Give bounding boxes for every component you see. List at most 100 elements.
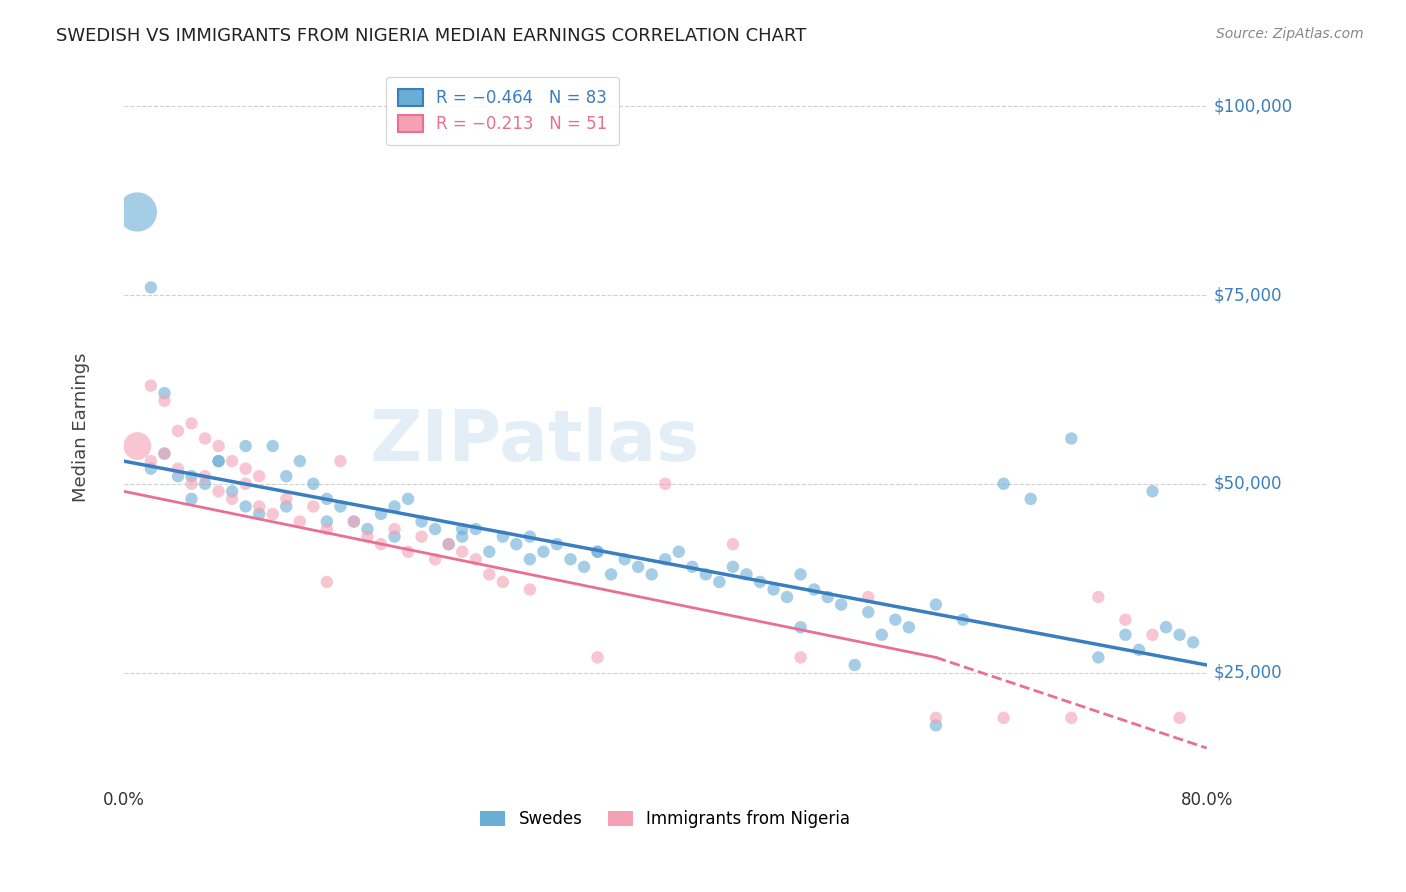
Point <box>925 598 948 612</box>
Point <box>262 507 284 521</box>
Point <box>519 582 541 597</box>
Point <box>478 545 501 559</box>
Point <box>302 476 325 491</box>
Point <box>546 537 568 551</box>
Point <box>572 559 595 574</box>
Point <box>356 522 378 536</box>
Text: $50,000: $50,000 <box>1213 475 1282 492</box>
Point <box>396 491 419 506</box>
Point <box>492 530 515 544</box>
Point <box>586 545 609 559</box>
Point <box>329 500 352 514</box>
Point <box>423 522 446 536</box>
Point <box>411 530 433 544</box>
Point <box>681 559 703 574</box>
Point <box>993 476 1015 491</box>
Point <box>776 590 799 604</box>
Point <box>1142 484 1164 499</box>
Point <box>315 522 337 536</box>
Text: $100,000: $100,000 <box>1213 97 1292 115</box>
Point <box>1142 628 1164 642</box>
Point <box>221 491 243 506</box>
Point <box>247 507 270 521</box>
Point <box>1114 613 1136 627</box>
Point <box>560 552 582 566</box>
Point <box>478 567 501 582</box>
Point <box>586 545 609 559</box>
Point <box>167 424 190 438</box>
Point <box>586 650 609 665</box>
Point <box>817 590 839 604</box>
Point <box>1128 643 1150 657</box>
Point <box>721 537 744 551</box>
Point <box>153 446 176 460</box>
Point <box>505 537 527 551</box>
Point <box>519 552 541 566</box>
Point <box>139 378 162 392</box>
Point <box>1154 620 1177 634</box>
Point <box>167 461 190 475</box>
Point <box>153 446 176 460</box>
Point <box>789 567 811 582</box>
Point <box>302 500 325 514</box>
Point <box>139 280 162 294</box>
Point <box>641 567 664 582</box>
Point <box>315 491 337 506</box>
Point <box>153 386 176 401</box>
Point <box>464 552 486 566</box>
Point <box>451 522 474 536</box>
Point <box>207 439 229 453</box>
Point <box>235 439 257 453</box>
Point <box>1168 628 1191 642</box>
Point <box>749 574 772 589</box>
Point <box>519 530 541 544</box>
Point <box>411 515 433 529</box>
Point <box>600 567 623 582</box>
Point <box>735 567 758 582</box>
Text: ZIPatlas: ZIPatlas <box>370 407 700 476</box>
Point <box>844 657 866 672</box>
Point <box>276 500 298 514</box>
Point <box>1182 635 1205 649</box>
Point <box>1087 650 1109 665</box>
Point <box>127 205 149 219</box>
Point <box>221 454 243 468</box>
Point <box>180 417 202 431</box>
Point <box>343 515 366 529</box>
Point <box>654 552 676 566</box>
Point <box>207 454 229 468</box>
Point <box>194 469 217 483</box>
Point <box>276 469 298 483</box>
Point <box>789 620 811 634</box>
Point <box>235 461 257 475</box>
Point <box>167 469 190 483</box>
Point <box>262 439 284 453</box>
Point <box>897 620 920 634</box>
Point <box>315 515 337 529</box>
Point <box>235 500 257 514</box>
Point <box>668 545 690 559</box>
Point <box>830 598 852 612</box>
Point <box>993 711 1015 725</box>
Point <box>396 545 419 559</box>
Point <box>451 530 474 544</box>
Point <box>695 567 717 582</box>
Point <box>1060 432 1083 446</box>
Text: $75,000: $75,000 <box>1213 286 1282 304</box>
Point <box>153 393 176 408</box>
Point <box>384 500 406 514</box>
Point <box>180 491 202 506</box>
Point <box>370 507 392 521</box>
Point <box>127 439 149 453</box>
Point <box>884 613 907 627</box>
Point <box>180 469 202 483</box>
Point <box>627 559 650 574</box>
Point <box>464 522 486 536</box>
Point <box>531 545 554 559</box>
Point <box>1114 628 1136 642</box>
Point <box>356 530 378 544</box>
Point <box>423 552 446 566</box>
Point <box>139 454 162 468</box>
Point <box>384 530 406 544</box>
Point <box>288 515 311 529</box>
